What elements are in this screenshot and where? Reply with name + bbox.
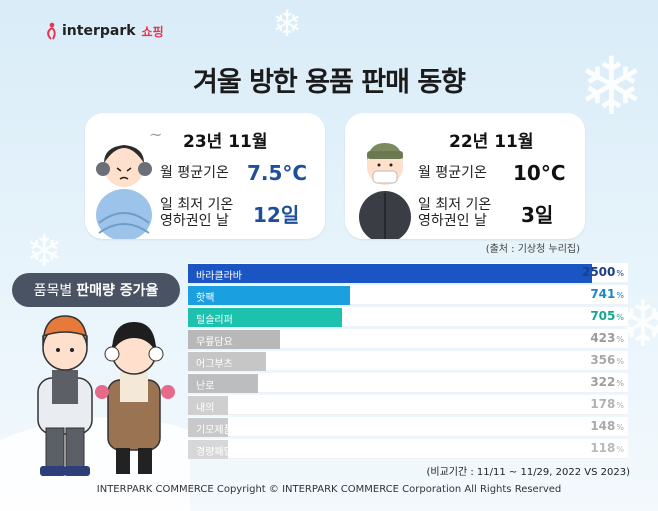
chart-row: 기모제품 148%	[188, 417, 628, 437]
chart-heading-pill: 품목별 판매량 증가율	[12, 273, 180, 307]
person-mask-illustration	[359, 143, 411, 239]
chart-value-number: 356	[590, 353, 616, 367]
chart-value-unit: %	[616, 379, 624, 388]
logo-icon	[47, 22, 56, 40]
chart-row: 내의 178%	[188, 395, 628, 415]
chart-value-label: 118%	[590, 441, 624, 455]
chart-bar	[188, 418, 228, 437]
chart-row: 난로 322%	[188, 373, 628, 393]
avg-temp-label: 월 평균기온	[160, 165, 229, 181]
chart-value-unit: %	[616, 313, 624, 322]
chart-row: 어그부츠 356%	[188, 351, 628, 371]
low-temp-label-2: 영하권인 날	[418, 213, 487, 229]
chart-bar	[188, 308, 342, 327]
brand-shop: 쇼핑	[141, 24, 164, 39]
chart-value-label: 705%	[590, 309, 624, 323]
chart-value-number: 322	[590, 375, 616, 389]
chart-value-number: 148	[590, 419, 616, 433]
pill-prefix: 품목별	[33, 283, 73, 299]
wind-icon: ~	[149, 125, 163, 144]
card-period: 22년 11월	[449, 132, 534, 152]
source-note: (출처 : 기상청 누리집)	[485, 244, 580, 255]
chart-value-unit: %	[616, 291, 624, 300]
chart-bar	[188, 440, 228, 459]
card-period: 23년 11월	[183, 132, 268, 152]
low-temp-label-1: 일 최저 기온	[160, 197, 234, 213]
below-zero-days-value: 12일	[253, 203, 300, 227]
chart-category-label: 핫팩	[196, 293, 215, 304]
chart-bar	[188, 396, 228, 415]
chart-category-label: 내의	[196, 403, 215, 414]
sales-growth-bar-chart: 바라클라바 2500% 핫팩 741% 털슬리퍼 705% 무릎담요 423% 어그부츠 356%…	[188, 263, 628, 460]
avg-temp-value: 10°C	[513, 161, 566, 185]
chart-value-label: 741%	[590, 287, 624, 301]
avg-temp-label: 월 평균기온	[418, 165, 487, 181]
chart-bar	[188, 352, 266, 371]
avg-temp-value: 7.5°C	[247, 161, 308, 185]
chart-value-unit: %	[616, 423, 624, 432]
person-earmuffs-illustration	[96, 145, 152, 239]
page-title: 겨울 방한 용품 판매 동향	[193, 67, 466, 98]
weather-card-2023: ~ 23년 11월 월 평균기온 7.5°C 일 최저 기온 영하권인 날 12…	[85, 113, 325, 239]
chart-category-label: 어그부츠	[196, 359, 233, 370]
below-zero-days-value: 3일	[521, 203, 554, 227]
chart-category-label: 난로	[196, 381, 215, 392]
chart-category-label: 기모제품	[196, 425, 233, 436]
chart-bar	[188, 286, 350, 305]
chart-value-unit: %	[616, 445, 624, 454]
snowflake-icon: ❄	[578, 40, 646, 133]
chart-value-unit: %	[616, 357, 624, 366]
chart-bar	[188, 264, 592, 283]
chart-value-label: 178%	[590, 397, 624, 411]
chart-value-number: 741	[590, 287, 616, 301]
chart-value-label: 148%	[590, 419, 624, 433]
copyright-footer: INTERPARK COMMERCE Copyright © INTERPARK…	[96, 484, 562, 495]
comparison-period-note: (비교기간 : 11/11 ~ 11/29, 2022 VS 2023)	[426, 467, 630, 478]
chart-category-label: 경량패딩	[196, 447, 233, 458]
chart-row: 경량패딩 118%	[188, 439, 628, 459]
chart-value-unit: %	[616, 401, 624, 410]
chart-row: 바라클라바 2500%	[188, 263, 628, 283]
chart-value-number: 118	[590, 441, 616, 455]
chart-value-label: 322%	[590, 375, 624, 389]
chart-value-number: 705	[590, 309, 616, 323]
chart-value-label: 2500%	[582, 265, 624, 279]
brand-name: interpark	[62, 23, 136, 39]
chart-value-unit: %	[616, 269, 624, 278]
children-illustration	[37, 315, 175, 476]
chart-category-label: 털슬리퍼	[196, 315, 233, 326]
chart-category-label: 무릎담요	[196, 337, 233, 348]
chart-value-number: 2500	[581, 265, 616, 279]
brand-logo: interpark 쇼핑	[46, 22, 164, 40]
chart-row: 털슬리퍼 705%	[188, 307, 628, 327]
chart-row: 핫팩 741%	[188, 285, 628, 305]
snowflake-icon: ❄	[26, 226, 63, 277]
low-temp-label-2: 영하권인 날	[160, 213, 229, 229]
weather-card-2022: 22년 11월 월 평균기온 10°C 일 최저 기온 영하권인 날 3일	[345, 113, 585, 239]
chart-value-label: 423%	[590, 331, 624, 345]
chart-value-label: 356%	[590, 353, 624, 367]
chart-category-label: 바라클라바	[196, 271, 242, 282]
chart-value-unit: %	[616, 335, 624, 344]
chart-row: 무릎담요 423%	[188, 329, 628, 349]
chart-bar	[188, 374, 258, 393]
chart-bar	[188, 330, 280, 349]
snowflake-icon: ❄	[272, 4, 303, 45]
low-temp-label-1: 일 최저 기온	[418, 197, 492, 213]
chart-value-number: 423	[590, 331, 616, 345]
chart-value-number: 178	[590, 397, 616, 411]
pill-bold: 판매량 증가율	[76, 283, 159, 299]
